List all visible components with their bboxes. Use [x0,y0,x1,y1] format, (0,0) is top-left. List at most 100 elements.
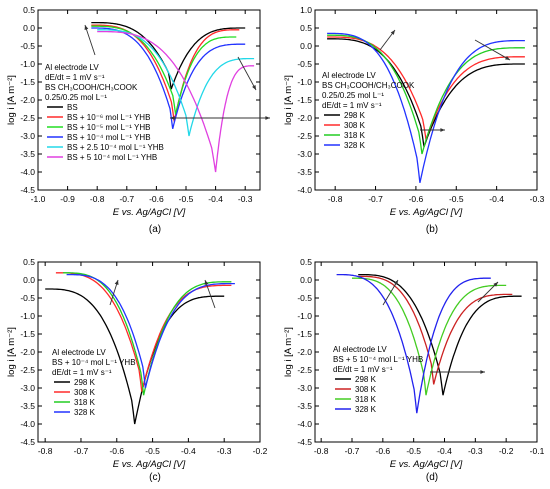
y-tick-label: 0.0 [300,41,312,51]
annotation-text: dE/dt = 1 mV s⁻¹ [52,368,112,377]
y-tick-label: -0.5 [20,293,35,303]
annotation-text: dE/dt = 1 mV s⁻¹ [45,73,105,82]
trend-arrow [84,24,96,56]
y-tick-label: -0.5 [297,293,312,303]
y-tick-label: -3.0 [297,149,312,159]
trend-arrow-head [252,85,256,90]
x-tick-label: -0.4 [489,194,504,204]
legend-entry: 328 K [344,141,366,150]
x-tick-label: -0.8 [38,446,53,456]
y-tick-label: -4.0 [297,419,312,429]
series-line [91,25,237,115]
annotation-text: Al electrode LV [52,348,106,357]
y-axis-label: log i [A m⁻²] [6,75,17,125]
series-line [358,273,522,396]
legend-entry: 328 K [74,408,96,417]
y-tick-label: 0.0 [300,275,312,285]
annotation-text: dE/dt = 1 mV s⁻¹ [322,101,382,110]
legend-header-text: BS CH₃COOH/CH₃COOK [45,83,138,92]
y-tick-label: -3.0 [297,383,312,393]
trend-arrow [382,279,399,306]
annotation-text: Al electrode LV [322,71,376,80]
annotation-text: 0.25/0.25 mol L⁻¹ [322,91,384,100]
trend-arrow-head [493,282,498,287]
y-tick-label: -2.0 [20,95,35,105]
x-tick-label: -0.7 [119,194,134,204]
x-axis-label: E vs. Ag/AgCl [V] [390,207,463,218]
y-axis-label: log i [A m⁻²] [283,75,294,125]
trend-arrow-head [440,128,445,132]
x-axis-label: E vs. Ag/AgCl [V] [113,459,186,470]
y-tick-label: -2.5 [20,113,35,123]
legend-entry: BS [67,103,78,112]
legend-entry: BS + 10⁻⁶ mol L⁻¹ YHB [67,113,150,122]
trend-arrow [477,281,499,303]
x-tick-label: -0.9 [60,194,75,204]
chart-panel-4: -0.8 -0.7 -0.6 -0.5 -0.4 -0.3 -0.2 -0.1 0.5 0.0 -0… [283,257,545,483]
x-tick-label: -0.7 [74,446,89,456]
panel-label: (b) [426,224,438,235]
annotation-text: Al electrode LV [45,63,99,72]
y-tick-label: -4.0 [297,185,312,195]
trend-arrow-head [84,25,89,30]
legend-entry: 318 K [355,395,377,404]
trend-arrow-head [204,280,209,285]
y-tick-label: -4.0 [20,419,35,429]
legend-entry: 318 K [344,131,366,140]
annotation-text: BS CH₃COOH/CH₃COOK [322,81,415,90]
x-tick-label: -0.3 [217,446,232,456]
trend-arrow [204,279,216,309]
trend-arrow-head [170,116,175,120]
legend-header-text: 0.25/0.25 mol L⁻¹ [45,93,107,102]
y-tick-label: -1.5 [297,329,312,339]
series-line [358,275,513,385]
trend-arrow-head [390,30,395,35]
chart-panel-2: -0.8 -0.7 -0.6 -0.5 -0.4 -0.3 1.0 0.5 0.0 -0.5 -1.… [283,5,545,235]
x-tick-label: -0.6 [376,446,391,456]
y-tick-label: 0.5 [300,23,312,33]
x-tick-label: -0.4 [437,446,452,456]
trend-arrow-head [480,370,485,374]
y-tick-label: -2.0 [20,347,35,357]
trend-arrow-head [394,280,398,285]
y-tick-label: -4.0 [20,167,35,177]
legend-entry: 308 K [74,388,96,397]
y-tick-label: -2.0 [297,347,312,357]
series-line [45,288,225,425]
y-tick-label: 0.5 [300,257,312,267]
legend-entry: 328 K [355,405,377,414]
y-axis-label: log i [A m⁻²] [6,327,17,377]
legend-entry: BS + 5 10⁻⁴ mol L⁻¹ YHB [67,153,157,162]
x-axis-label: E vs. Ag/AgCl [V] [113,207,186,218]
x-tick-label: -0.5 [145,446,160,456]
series-line [327,32,525,183]
y-tick-label: -1.5 [20,77,35,87]
y-tick-label: 0.0 [23,275,35,285]
x-tick-label: -0.5 [406,446,421,456]
panel-label: (a) [149,224,161,235]
legend-entry: 298 K [74,378,96,387]
y-tick-label: 0.5 [23,257,35,267]
x-tick-label: -1.0 [31,194,46,204]
x-tick-label: -0.7 [345,446,360,456]
y-tick-label: -3.5 [297,401,312,411]
y-tick-label: 0.5 [23,5,35,15]
chart-panel-3: -0.8 -0.7 -0.6 -0.5 -0.4 -0.3 -0.2 0.5 0.0 -0.5 -1… [6,257,268,483]
x-tick-label: -0.6 [149,194,164,204]
annotation-text: BS + 10⁻⁴ mol L⁻¹ YHB [52,358,136,367]
y-tick-label: -1.5 [20,329,35,339]
y-tick-label: 0.0 [23,23,35,33]
legend-entry: BS + 10⁻⁵ mol L⁻¹ YHB [67,123,150,132]
x-tick-label: -0.3 [530,194,545,204]
trend-arrow-head [265,116,270,120]
x-tick-label: -0.5 [179,194,194,204]
y-tick-label: -3.0 [20,383,35,393]
trend-arrow [237,56,257,91]
x-tick-label: -0.3 [238,194,253,204]
y-tick-label: -4.5 [297,437,312,447]
y-tick-label: -2.5 [297,365,312,375]
series-line [97,29,255,137]
y-tick-label: -3.5 [20,149,35,159]
legend-entry: 308 K [355,385,377,394]
